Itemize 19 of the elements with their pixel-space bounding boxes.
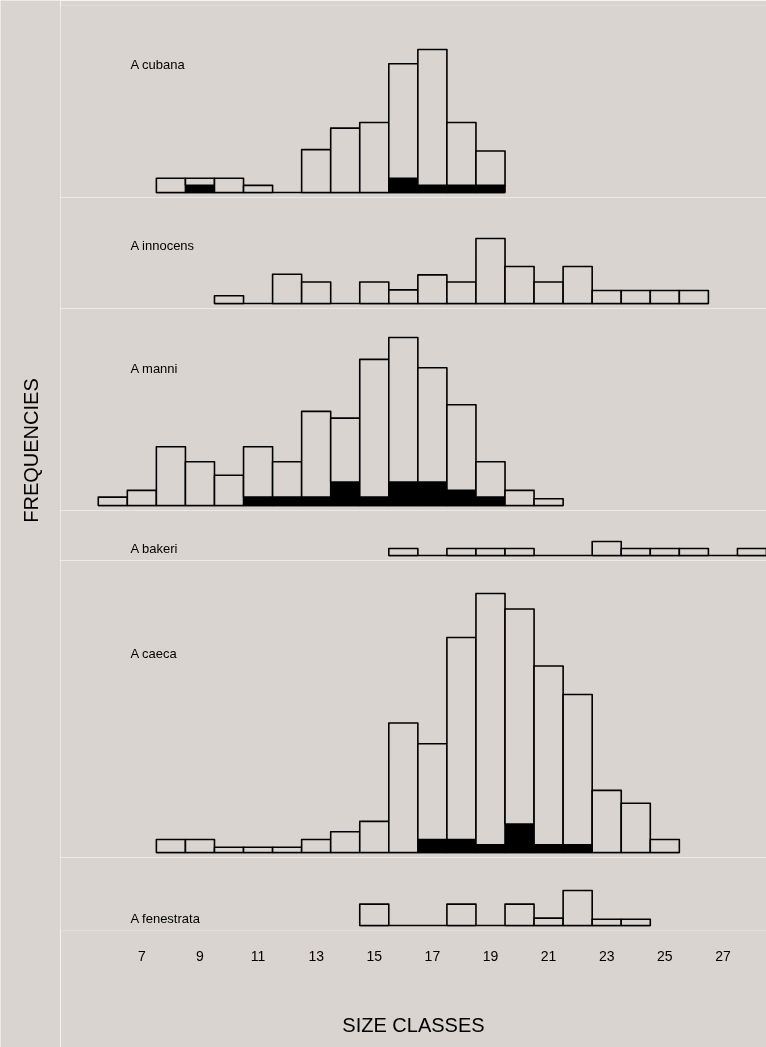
x-tick-label: 27 — [715, 947, 731, 964]
x-tick-label: 23 — [598, 947, 615, 964]
x-tick-label: 25 — [657, 947, 673, 964]
chart-title: A innocens — [130, 237, 195, 253]
text: A caeca — [130, 645, 178, 661]
x-tick-label: 9 — [196, 947, 205, 964]
text: A cubana — [130, 57, 186, 73]
x-tick-label: 11 — [250, 947, 266, 964]
text: A manni — [130, 361, 178, 377]
x-tick-label: 13 — [308, 947, 325, 964]
x-tick-label: 21 — [540, 947, 557, 964]
x-tick-label: 19 — [482, 947, 499, 964]
chart-title: A bakeri — [130, 540, 178, 556]
x-tick-label: 17 — [424, 947, 441, 964]
text: FREQUENCIES — [19, 378, 42, 523]
x-tick-label: 15 — [366, 947, 383, 964]
text: A fenestrata — [130, 910, 201, 926]
x-axis-title: SIZE CLASSES — [342, 1013, 485, 1036]
x-tick-label: 7 — [137, 947, 146, 964]
